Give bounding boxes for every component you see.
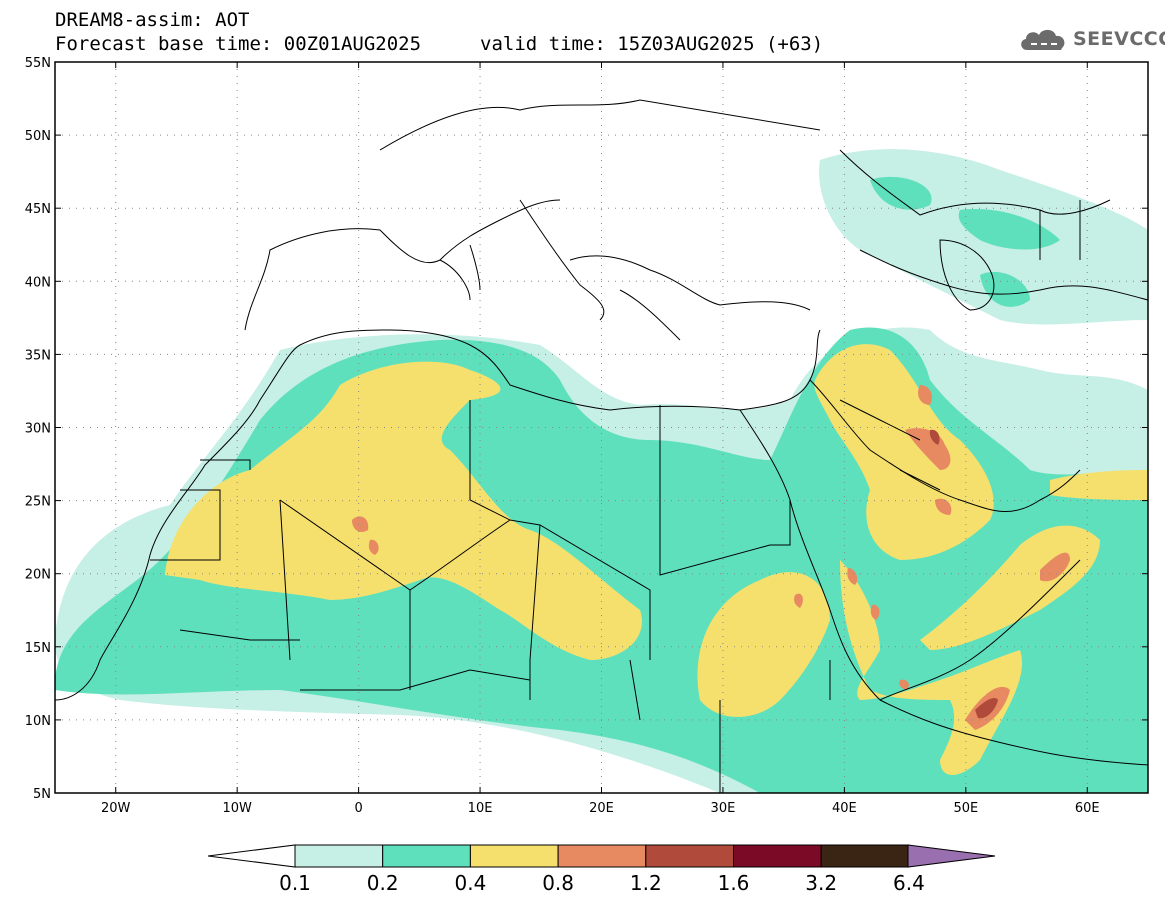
latitude-ticks: 5N 10N 15N 20N 25N 30N 35N 40N 45N 50N 55N xyxy=(25,56,1148,802)
colorbar-label: 1.2 xyxy=(629,871,662,895)
colorbar xyxy=(207,844,996,868)
valid-time: valid time: 15Z03AUG2025 (+63) xyxy=(480,33,824,55)
lat-label: 20N xyxy=(25,568,51,583)
lat-label: 35N xyxy=(25,348,51,363)
logo-text: SEEVCCC xyxy=(1073,28,1165,50)
colorbar-bin xyxy=(820,844,910,868)
colorbar-over-arrow xyxy=(907,844,996,868)
colorbar-label: 0.4 xyxy=(454,871,487,895)
colorbar-label: 3.2 xyxy=(805,871,838,895)
forecast-base-time: Forecast base time: 00Z01AUG2025 xyxy=(55,33,422,55)
cloud-icon xyxy=(1021,29,1065,50)
lon-label: 20W xyxy=(101,801,131,816)
longitude-ticks: 20W 10W 0 10E 20E 30E 40E 50E 60E xyxy=(101,62,1100,816)
lat-label: 40N xyxy=(25,275,51,290)
colorbar-bin xyxy=(469,844,559,868)
colorbar-label: 1.6 xyxy=(717,871,750,895)
lon-label: 40E xyxy=(832,801,857,816)
aot-fields xyxy=(55,149,1148,793)
lon-label: 60E xyxy=(1075,801,1100,816)
colorbar-label: 6.4 xyxy=(892,871,925,895)
colorbar-bin xyxy=(557,844,647,868)
colorbar-under-arrow xyxy=(207,844,296,868)
title-product: DREAM8-assim: AOT xyxy=(55,9,250,31)
colorbar-label: 0.2 xyxy=(366,871,399,895)
lat-label: 10N xyxy=(25,714,51,729)
lat-label: 50N xyxy=(25,129,51,144)
lon-label: 10E xyxy=(468,801,493,816)
lat-label: 55N xyxy=(25,56,51,71)
lat-label: 15N xyxy=(25,641,51,656)
lat-label: 5N xyxy=(33,787,51,802)
lon-label: 20E xyxy=(589,801,614,816)
coastlines xyxy=(55,99,1148,793)
colorbar-label: 0.8 xyxy=(542,871,574,895)
lon-label: 0 xyxy=(354,801,362,816)
lat-label: 30N xyxy=(25,422,51,437)
lon-label: 50E xyxy=(953,801,978,816)
colorbar-label: 0.1 xyxy=(279,871,311,895)
colorbar-bin xyxy=(382,844,471,868)
graticule xyxy=(55,62,1148,793)
colorbar-bin xyxy=(733,844,822,868)
lon-label: 30E xyxy=(711,801,736,816)
colorbar-bin xyxy=(294,844,384,868)
lat-label: 25N xyxy=(25,495,51,510)
colorbar-bin xyxy=(645,844,734,868)
lat-label: 45N xyxy=(25,202,51,217)
lon-label: 10W xyxy=(222,801,252,816)
seevccc-logo: SEEVCCC xyxy=(1017,24,1165,54)
